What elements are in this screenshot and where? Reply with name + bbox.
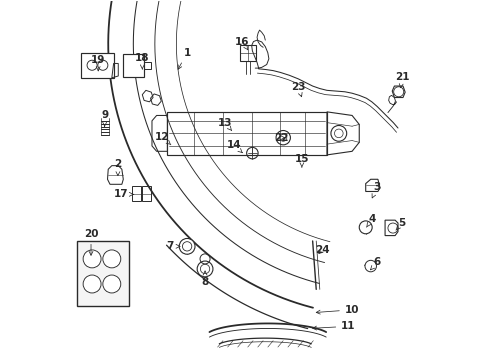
Circle shape [359, 221, 371, 234]
Text: 4: 4 [366, 215, 375, 227]
Circle shape [364, 260, 376, 272]
Polygon shape [77, 241, 129, 306]
Text: 15: 15 [294, 154, 308, 167]
Circle shape [83, 275, 101, 293]
Text: 2: 2 [114, 159, 122, 176]
Circle shape [98, 60, 108, 70]
Text: 8: 8 [201, 271, 208, 287]
Polygon shape [81, 53, 113, 78]
Text: 12: 12 [155, 132, 170, 145]
Circle shape [102, 250, 121, 268]
Text: 18: 18 [135, 53, 149, 69]
Text: 1: 1 [178, 48, 190, 69]
Text: 9: 9 [101, 111, 108, 126]
Text: 7: 7 [166, 241, 180, 251]
Text: 14: 14 [226, 140, 242, 153]
Text: 3: 3 [371, 182, 380, 198]
Circle shape [197, 261, 212, 277]
Text: 21: 21 [394, 72, 409, 88]
Text: 11: 11 [312, 321, 355, 331]
Circle shape [179, 238, 195, 254]
Text: 10: 10 [316, 305, 359, 315]
Text: 16: 16 [235, 37, 249, 50]
Polygon shape [122, 54, 144, 77]
Text: 17: 17 [113, 189, 133, 199]
Text: 22: 22 [273, 133, 288, 143]
Text: 20: 20 [83, 229, 98, 255]
Text: 13: 13 [217, 118, 231, 130]
Text: 24: 24 [315, 245, 329, 255]
Circle shape [102, 275, 121, 293]
Text: 23: 23 [290, 82, 305, 97]
Text: 5: 5 [395, 218, 405, 230]
Circle shape [87, 60, 97, 70]
Text: 19: 19 [91, 55, 105, 71]
Circle shape [83, 250, 101, 268]
Text: 6: 6 [370, 257, 380, 270]
